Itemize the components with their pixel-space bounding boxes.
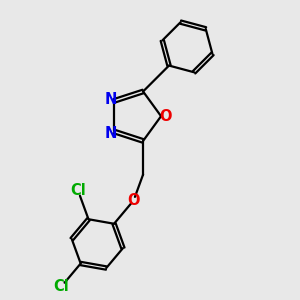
Text: Cl: Cl [70,183,86,198]
Text: Cl: Cl [53,279,69,294]
Text: O: O [128,193,140,208]
Text: O: O [159,109,172,124]
Text: N: N [104,125,117,140]
Text: N: N [104,92,117,107]
